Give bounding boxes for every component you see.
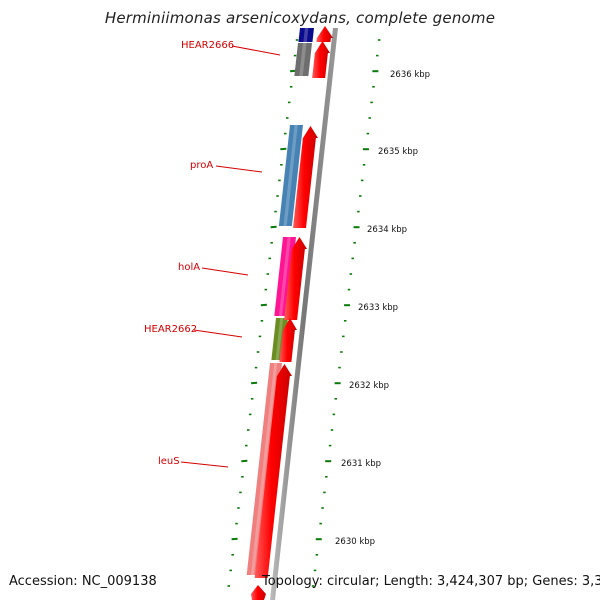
- gene-label-hola: holA: [178, 262, 200, 273]
- block-highlight: [299, 43, 307, 76]
- orf-arrow: [293, 126, 318, 228]
- tick-mark: [270, 225, 277, 229]
- leader-line: [180, 461, 229, 468]
- kbp-label: 2635 kbp: [378, 147, 418, 157]
- outer-tick-marks: [311, 39, 381, 587]
- gene-label-group: HEAR2666 proA holA HEAR2662 leuS: [144, 40, 234, 467]
- orf-arrow: [312, 41, 330, 78]
- kbp-label: 2632 kbp: [349, 381, 389, 391]
- tick-mark: [260, 303, 267, 307]
- block-highlight: [283, 125, 298, 226]
- orf-arrow: [254, 364, 292, 578]
- leader-line: [215, 165, 263, 173]
- leader-line: [231, 45, 281, 56]
- genome-backbone: [270, 28, 338, 600]
- map-title: Herminiimonas arsenicoxydans, complete g…: [104, 9, 496, 27]
- proA-block: [278, 125, 303, 226]
- orf-arrow: [316, 26, 333, 42]
- gene-label-hear2666: HEAR2666: [181, 40, 234, 51]
- tick-mark: [251, 381, 258, 385]
- orf-arrow: [251, 585, 266, 600]
- block-highlight: [303, 28, 309, 42]
- block-highlight: [250, 363, 278, 575]
- gene-label-proa: proA: [190, 160, 213, 171]
- kbp-label: 2633 kbp: [358, 303, 398, 313]
- leader-line: [193, 329, 243, 338]
- gene-label-hear2662: HEAR2662: [144, 324, 197, 335]
- block-highlight: [275, 318, 284, 360]
- reverse-strand-arrows: [251, 26, 333, 600]
- HEAR2667-block: [298, 28, 314, 42]
- leader-line: [201, 267, 249, 276]
- genome-summary-text: Topology: circular; Length: 3,424,307 bp…: [262, 574, 600, 589]
- tick-mark: [241, 459, 248, 463]
- kbp-label: 2631 kbp: [341, 459, 381, 469]
- gene-label-leus: leuS: [158, 456, 180, 467]
- kbp-label: 2630 kbp: [335, 537, 375, 547]
- HEAR2666-block: [294, 43, 312, 76]
- block-highlight: [278, 237, 291, 316]
- orf-arrow: [279, 318, 297, 362]
- kbp-label: 2636 kbp: [390, 70, 430, 80]
- tick-mark: [280, 147, 287, 151]
- orf-arrow: [284, 237, 307, 320]
- tick-marks: [227, 39, 299, 587]
- holA-block: [274, 237, 296, 316]
- kbp-label: 2634 kbp: [367, 225, 407, 235]
- accession-text: Accession: NC_009138: [9, 574, 157, 589]
- tick-mark: [231, 537, 238, 541]
- label-leader-lines: [180, 45, 281, 468]
- kbp-label-group: 2636 kbp 2635 kbp 2634 kbp 2633 kbp 2632…: [335, 70, 430, 547]
